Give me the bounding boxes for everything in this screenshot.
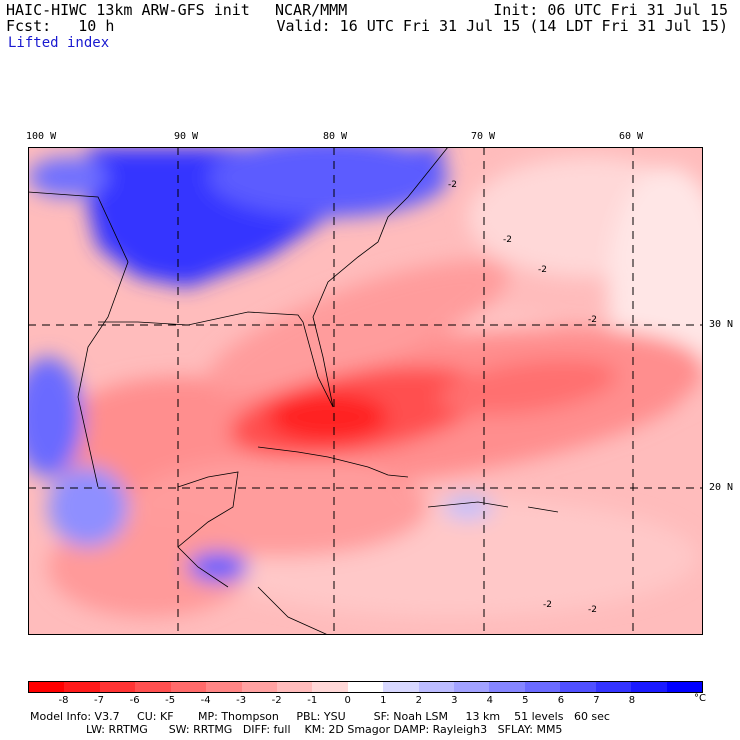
lon-label-70w: 70 W bbox=[471, 131, 496, 142]
colorbar-tick: 5 bbox=[522, 695, 529, 706]
lifted-index-map: -2 -2 -2 -2 -2 -2 bbox=[28, 147, 703, 635]
model-title: HAIC-HIWC 13km ARW-GFS init bbox=[6, 1, 250, 19]
lon-label-100w: 100 W bbox=[26, 131, 57, 142]
colorbar-cell bbox=[489, 682, 525, 692]
colorbar-cell bbox=[170, 682, 207, 692]
colorbar-tick: 1 bbox=[380, 695, 387, 706]
contour-label: -2 bbox=[588, 605, 597, 615]
colorbar-cell bbox=[347, 682, 384, 692]
model-info-line1: Model Info: V3.7 CU: KF MP: Thompson PBL… bbox=[30, 710, 610, 723]
colorbar-cell bbox=[418, 682, 455, 692]
colorbar-cell bbox=[99, 682, 136, 692]
graticule bbox=[28, 147, 703, 635]
organization-label: NCAR/MMM bbox=[275, 1, 348, 19]
colorbar-tick: 0 bbox=[344, 695, 351, 706]
colorbar-cell bbox=[666, 682, 703, 692]
colorbar-cell bbox=[560, 682, 596, 692]
colorbar-tick: 7 bbox=[593, 695, 600, 706]
colorbar bbox=[28, 681, 703, 693]
colorbar-cell bbox=[312, 682, 348, 692]
colorbar-tick: -1 bbox=[307, 695, 318, 706]
lat-label-30n: 30 N bbox=[709, 319, 734, 330]
forecast-hour: Fcst: 10 h bbox=[6, 17, 115, 35]
model-info-line2: LW: RRTMG SW: RRTMG DIFF: full KM: 2D Sm… bbox=[30, 723, 563, 736]
lon-label-60w: 60 W bbox=[619, 131, 644, 142]
colorbar-tick: 6 bbox=[557, 695, 565, 706]
colorbar-tick: -8 bbox=[58, 695, 69, 706]
colorbar-cell bbox=[383, 682, 419, 692]
colorbar-tick: -4 bbox=[200, 695, 211, 706]
init-time: Init: 06 UTC Fri 31 Jul 15 bbox=[493, 1, 728, 19]
colorbar-cell bbox=[524, 682, 561, 692]
colorbar-cell bbox=[206, 682, 242, 692]
colorbar-tick: 4 bbox=[486, 695, 494, 706]
colorbar-tick: -2 bbox=[271, 695, 282, 706]
colorbar-cell bbox=[454, 682, 490, 692]
colorbar-cell bbox=[64, 682, 100, 692]
contour-label: -2 bbox=[538, 265, 547, 275]
colorbar-cell bbox=[29, 682, 65, 692]
colorbar-tick: 2 bbox=[415, 695, 422, 706]
colorbar-tick: -7 bbox=[94, 695, 105, 706]
valid-time: Valid: 16 UTC Fri 31 Jul 15 (14 LDT Fri … bbox=[276, 17, 728, 35]
colorbar-cell bbox=[595, 682, 632, 692]
contour-label: -2 bbox=[543, 600, 552, 610]
coastlines bbox=[28, 147, 559, 635]
colorbar-tick: -5 bbox=[165, 695, 176, 706]
contour-label: -2 bbox=[588, 315, 597, 325]
colorbar-tick: -6 bbox=[129, 695, 140, 706]
contour-label: -2 bbox=[503, 235, 512, 245]
colorbar-cell bbox=[631, 682, 667, 692]
colorbar-tick: -3 bbox=[236, 695, 247, 706]
lon-label-90w: 90 W bbox=[174, 131, 199, 142]
contour-label: -2 bbox=[448, 180, 457, 190]
colorbar-tick: 3 bbox=[451, 695, 458, 706]
colorbar-cell bbox=[241, 682, 277, 692]
colorbar-tick: 8 bbox=[628, 695, 636, 706]
mexico-stable-area bbox=[28, 357, 83, 477]
colorbar-cell bbox=[135, 682, 171, 692]
lat-label-20n: 20 N bbox=[709, 482, 734, 493]
colorbar-unit: °C bbox=[694, 693, 706, 704]
field-name: Lifted index bbox=[8, 35, 110, 51]
lon-label-80w: 80 W bbox=[323, 131, 348, 142]
colorbar-cell bbox=[276, 682, 313, 692]
